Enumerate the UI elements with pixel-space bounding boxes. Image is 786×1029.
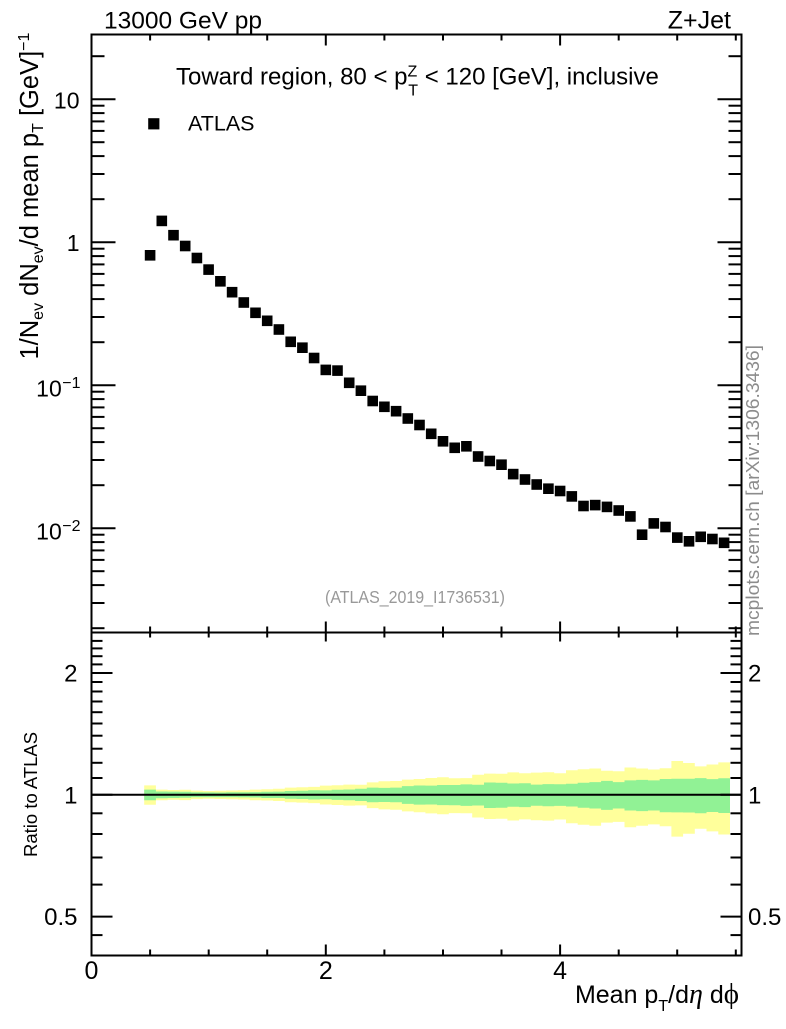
svg-text:2: 2	[64, 661, 77, 688]
svg-text:Ratio to ATLAS: Ratio to ATLAS	[20, 732, 41, 857]
svg-text:2: 2	[319, 957, 333, 985]
svg-text:Z+Jet: Z+Jet	[668, 7, 731, 35]
svg-text:ATLAS: ATLAS	[188, 112, 255, 136]
svg-text:Mean pT/dη dϕ: Mean pT/dη dϕ	[575, 978, 739, 1015]
svg-text:4: 4	[553, 957, 567, 985]
svg-text:0: 0	[85, 957, 99, 985]
svg-text:mcplots.cern.ch [arXiv:1306.34: mcplots.cern.ch [arXiv:1306.3436]	[743, 345, 763, 636]
svg-text:(ATLAS_2019_I1736531): (ATLAS_2019_I1736531)	[325, 587, 505, 608]
svg-text:0.5: 0.5	[748, 904, 781, 931]
svg-text:1: 1	[748, 782, 761, 809]
svg-text:0.5: 0.5	[44, 904, 77, 931]
svg-text:10: 10	[54, 88, 80, 114]
svg-text:13000 GeV pp: 13000 GeV pp	[104, 8, 262, 35]
svg-text:1: 1	[67, 230, 80, 256]
svg-text:1: 1	[64, 782, 77, 809]
svg-text:2: 2	[748, 661, 761, 688]
